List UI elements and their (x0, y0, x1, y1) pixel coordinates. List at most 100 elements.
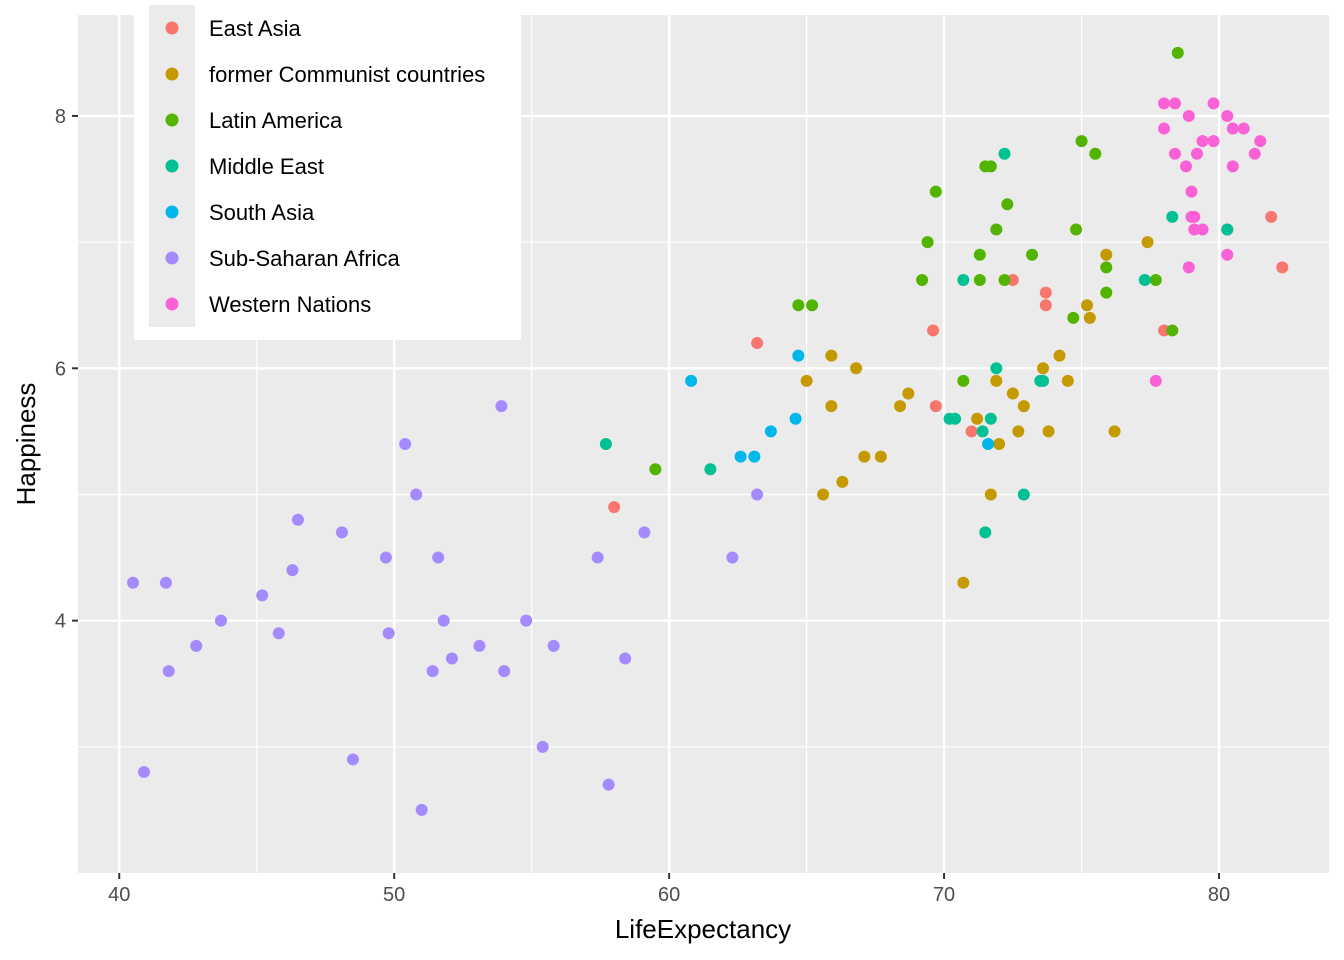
data-point (1207, 97, 1220, 110)
data-point (902, 387, 915, 400)
data-point (137, 766, 150, 779)
data-point (1037, 374, 1050, 387)
data-point (836, 475, 849, 488)
data-point (874, 450, 887, 463)
data-point (1221, 248, 1234, 261)
legend-key (165, 297, 179, 311)
data-point (382, 627, 395, 640)
data-point (1207, 135, 1220, 148)
legend-key (165, 159, 179, 173)
data-point (272, 627, 285, 640)
data-point (1276, 261, 1289, 274)
data-point (998, 147, 1011, 160)
data-point (126, 576, 139, 589)
data-point (1196, 223, 1209, 236)
data-point (473, 639, 486, 652)
data-point (764, 425, 777, 438)
data-points (126, 46, 1289, 816)
data-point (1100, 261, 1113, 274)
x-axis-title: LifeExpectancy (615, 914, 791, 944)
data-point (1042, 425, 1055, 438)
data-point (520, 614, 533, 627)
data-point (1180, 160, 1193, 173)
x-tick-label: 80 (1208, 884, 1230, 906)
data-point (1171, 46, 1184, 59)
legend-label: Western Nations (209, 292, 371, 317)
data-point (825, 400, 838, 413)
y-tick-label: 4 (55, 611, 66, 633)
data-point (858, 450, 871, 463)
legend-key (165, 251, 179, 265)
data-point (1006, 387, 1019, 400)
legend-label: former Communist countries (209, 62, 485, 87)
data-point (1226, 122, 1239, 135)
data-point (927, 324, 940, 337)
data-point (817, 488, 830, 501)
data-point (415, 803, 428, 816)
data-point (190, 639, 203, 652)
data-point (789, 412, 802, 425)
data-point (998, 273, 1011, 286)
data-point (286, 564, 299, 577)
data-point (806, 299, 819, 312)
data-point (1089, 147, 1102, 160)
data-point (1037, 362, 1050, 375)
data-point (979, 526, 992, 539)
data-point (850, 362, 863, 375)
data-point (1017, 400, 1030, 413)
legend-key (165, 67, 179, 81)
data-point (1166, 210, 1179, 223)
data-point (1182, 109, 1195, 122)
x-tick-label: 60 (658, 884, 680, 906)
data-point (957, 576, 970, 589)
data-point (957, 273, 970, 286)
data-point (1053, 349, 1066, 362)
data-point (399, 438, 412, 450)
data-point (1196, 135, 1209, 148)
data-point (159, 576, 172, 589)
data-point (1108, 425, 1121, 438)
data-point (1138, 273, 1151, 286)
axes: 40 50 60 70 80 4 6 8 (55, 106, 1230, 906)
data-point (1237, 122, 1250, 135)
data-point (547, 639, 560, 652)
data-point (993, 438, 1006, 450)
data-point (1158, 122, 1171, 135)
data-point (734, 450, 747, 463)
data-point (1075, 135, 1088, 148)
data-point (445, 652, 458, 665)
data-point (1100, 248, 1113, 261)
data-point (973, 248, 986, 261)
data-point (949, 412, 962, 425)
data-point (726, 551, 739, 564)
data-point (536, 740, 549, 753)
data-point (748, 450, 761, 463)
data-point (957, 374, 970, 387)
data-point (649, 463, 662, 476)
data-point (984, 488, 997, 501)
data-point (792, 349, 805, 362)
legend-label: South Asia (209, 200, 315, 225)
data-point (1067, 311, 1080, 324)
data-point (1191, 147, 1204, 160)
data-point (162, 665, 175, 678)
data-point (1169, 97, 1182, 110)
data-point (1188, 210, 1201, 223)
data-point (990, 223, 1003, 236)
data-point (982, 438, 995, 450)
data-point (1070, 223, 1083, 236)
data-point (1149, 374, 1162, 387)
data-point (256, 589, 269, 602)
data-point (704, 463, 717, 476)
data-point (1221, 109, 1234, 122)
y-tick-label: 8 (55, 106, 66, 128)
legend: East Asia former Communist countries Latin… (134, 0, 521, 340)
data-point (1158, 324, 1171, 337)
data-point (1026, 248, 1039, 261)
data-point (335, 526, 348, 539)
data-point (1039, 299, 1052, 312)
data-point (1221, 223, 1234, 236)
legend-box (134, 0, 521, 340)
data-point (437, 614, 450, 627)
data-point (1158, 97, 1171, 110)
